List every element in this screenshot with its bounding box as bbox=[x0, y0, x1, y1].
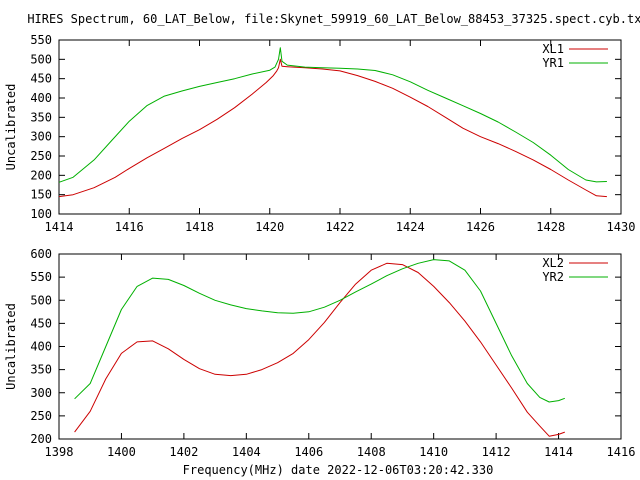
y-tick-label: 250 bbox=[30, 149, 52, 163]
x-tick-label: 1424 bbox=[396, 220, 425, 234]
y-tick-label: 200 bbox=[30, 432, 52, 446]
y-tick-label: 250 bbox=[30, 409, 52, 423]
y-tick-label: 400 bbox=[30, 91, 52, 105]
x-tick-label: 1414 bbox=[544, 445, 573, 459]
series-line-yr2 bbox=[74, 259, 565, 403]
plot-frame bbox=[58, 253, 622, 440]
series-line-xl1 bbox=[58, 58, 607, 198]
y-tick-label: 550 bbox=[30, 33, 52, 47]
footer-xlabel: Frequency(MHz) date 2022-12-06T03:20:42.… bbox=[183, 463, 494, 477]
y-axis-label: Uncalibrated bbox=[4, 303, 18, 390]
y-tick-label: 500 bbox=[30, 52, 52, 66]
y-tick-label: 300 bbox=[30, 130, 52, 144]
y-tick-label: 200 bbox=[30, 168, 52, 182]
y-tick-label: 600 bbox=[30, 247, 52, 261]
figure-title: HIRES Spectrum, 60_LAT_Below, file:Skyne… bbox=[27, 12, 640, 26]
series-line-xl2 bbox=[74, 262, 565, 437]
x-tick-label: 1428 bbox=[536, 220, 565, 234]
legend-label: YR2 bbox=[542, 270, 564, 284]
y-tick-label: 350 bbox=[30, 363, 52, 377]
y-tick-label: 100 bbox=[30, 207, 52, 221]
x-tick-label: 1416 bbox=[607, 445, 636, 459]
x-tick-label: 1418 bbox=[185, 220, 214, 234]
x-tick-label: 1414 bbox=[45, 220, 74, 234]
y-tick-label: 450 bbox=[30, 316, 52, 330]
legend-label: XL2 bbox=[542, 256, 564, 270]
x-tick-label: 1410 bbox=[419, 445, 448, 459]
top-panel: 100 150 200 250 300 350 400 450 500 550 1414 1416 14… bbox=[4, 33, 635, 234]
y-tick-label: 500 bbox=[30, 293, 52, 307]
y-tick-label: 300 bbox=[30, 386, 52, 400]
x-tick-label: 1400 bbox=[107, 445, 136, 459]
x-tick-label: 1430 bbox=[607, 220, 636, 234]
x-tick-label: 1406 bbox=[294, 445, 323, 459]
x-tick-label: 1420 bbox=[255, 220, 284, 234]
x-tick-label: 1422 bbox=[326, 220, 355, 234]
plot-frame bbox=[58, 39, 622, 215]
x-tick-label: 1404 bbox=[232, 445, 261, 459]
y-axis-label: Uncalibrated bbox=[4, 84, 18, 171]
legend-label: YR1 bbox=[542, 56, 564, 70]
x-tick-label: 1398 bbox=[45, 445, 74, 459]
y-tick-label: 450 bbox=[30, 72, 52, 86]
x-tick-label: 1416 bbox=[115, 220, 144, 234]
bottom-panel: 200 250 300 350 400 450 500 550 600 1398 1400 1402 1… bbox=[4, 247, 635, 459]
x-tick-label: 1426 bbox=[466, 220, 495, 234]
series-line-yr1 bbox=[58, 47, 607, 183]
y-tick-label: 550 bbox=[30, 270, 52, 284]
y-tick-label: 400 bbox=[30, 340, 52, 354]
y-tick-label: 150 bbox=[30, 188, 52, 202]
x-tick-label: 1412 bbox=[482, 445, 511, 459]
x-tick-label: 1402 bbox=[169, 445, 198, 459]
y-tick-label: 350 bbox=[30, 110, 52, 124]
x-tick-label: 1408 bbox=[357, 445, 386, 459]
legend-label: XL1 bbox=[542, 42, 564, 56]
